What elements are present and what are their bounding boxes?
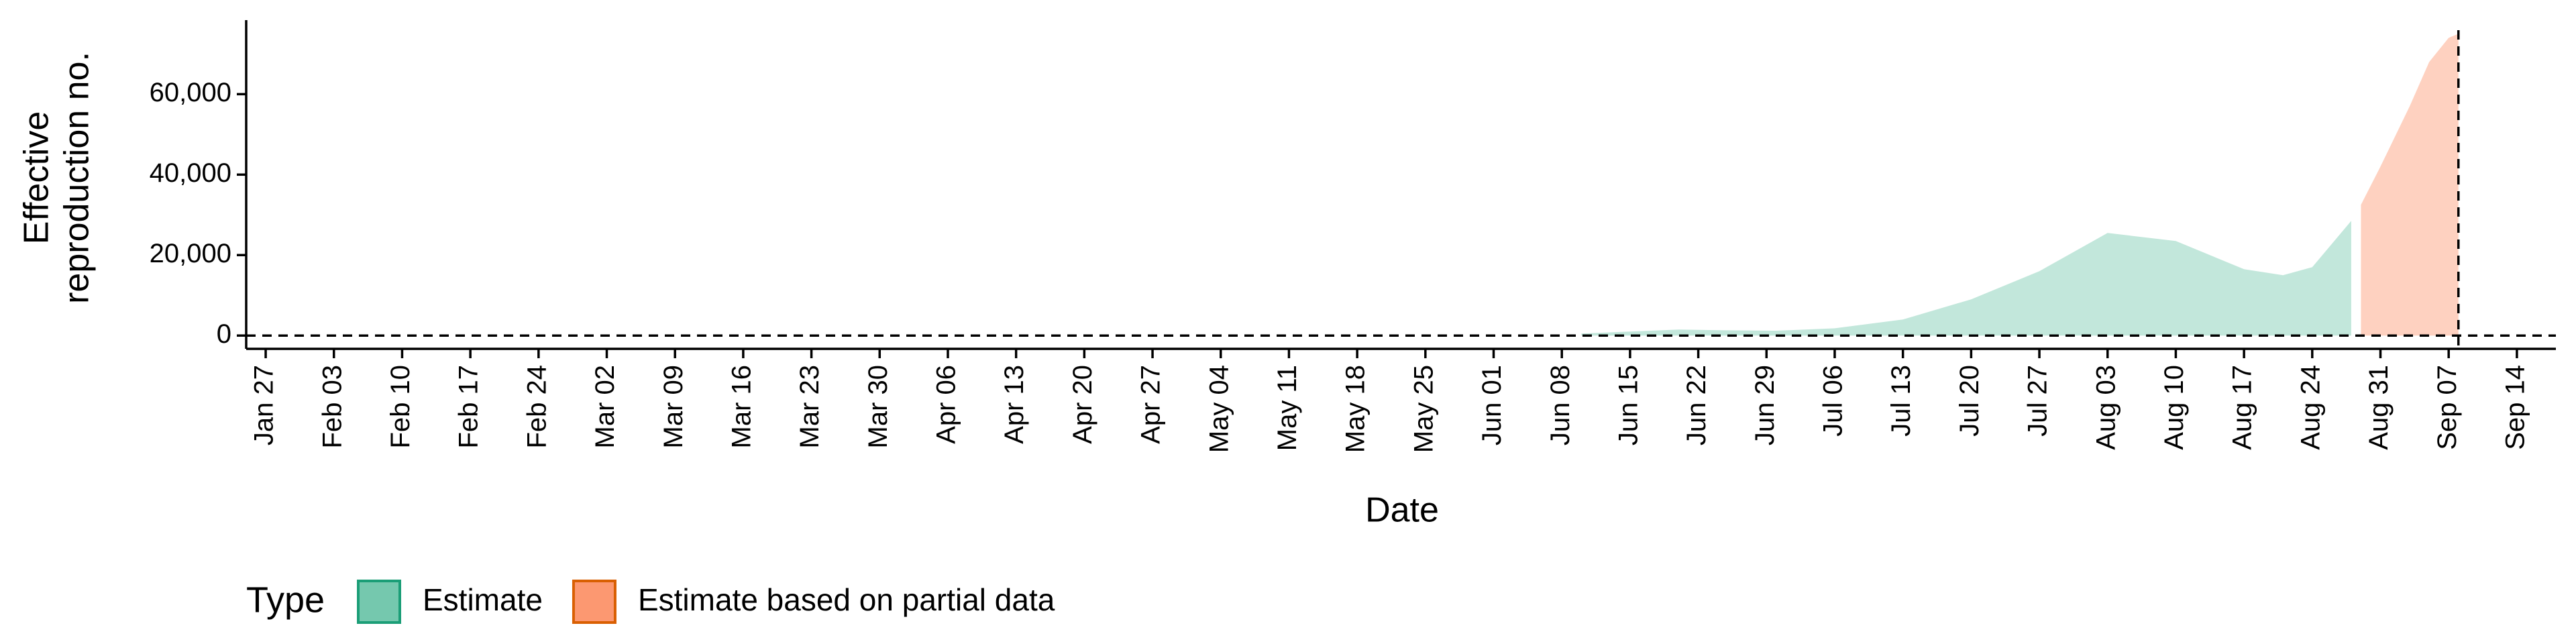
x-tick-label: Aug 17 (2228, 365, 2257, 450)
x-tick-label: Feb 24 (522, 365, 551, 449)
x-tick-label: Jul 06 (1819, 365, 1848, 437)
x-tick-label: Aug 03 (2091, 365, 2121, 450)
area (1581, 221, 2351, 336)
legend-key (572, 580, 616, 624)
legend-title: Type (246, 580, 325, 620)
legend-key (357, 580, 401, 624)
x-tick-label: May 18 (1341, 365, 1371, 453)
y-tick-label: 60,000 (150, 78, 231, 107)
x-tick-label: Mar 09 (659, 365, 688, 449)
area (2361, 34, 2459, 336)
legend-label: Estimate (423, 582, 543, 617)
x-tick-label: Apr 27 (1136, 365, 1166, 444)
legend-label: Estimate based on partial data (638, 582, 1055, 617)
x-tick-label: Feb 17 (454, 365, 484, 449)
y-tick-label: 20,000 (150, 239, 231, 268)
x-tick-label: Jun 22 (1682, 365, 1711, 445)
x-tick-label: Apr 06 (932, 365, 961, 444)
x-axis-title: Date (1365, 491, 1439, 530)
x-tick-label: Sep 07 (2432, 365, 2462, 450)
x-tick-label: Jun 08 (1546, 365, 1575, 445)
x-tick-label: Aug 31 (2364, 365, 2394, 450)
x-tick-label: Apr 20 (1068, 365, 1097, 444)
x-tick-label: Feb 10 (386, 365, 415, 449)
x-tick-label: Sep 14 (2500, 365, 2530, 450)
x-tick-label: Jul 20 (1955, 365, 1984, 437)
x-tick-label: Jun 01 (1477, 365, 1507, 445)
x-tick-label: Mar 16 (727, 365, 756, 449)
x-tick-label: Jun 29 (1750, 365, 1780, 445)
x-tick-label: May 11 (1273, 365, 1302, 451)
y-axis-title: Effective (17, 111, 56, 244)
x-tick-label: Jul 13 (1886, 365, 1916, 437)
x-tick-label: Jun 15 (1613, 365, 1643, 445)
x-tick-label: May 25 (1409, 365, 1438, 453)
x-tick-label: Apr 13 (1000, 365, 1029, 444)
y-tick-label: 40,000 (150, 158, 231, 188)
y-tick-label: 0 (217, 319, 231, 349)
x-tick-label: Feb 03 (317, 365, 347, 449)
y-axis-title: reproduction no. (58, 52, 97, 304)
x-tick-label: Mar 30 (863, 365, 893, 449)
x-tick-label: Mar 23 (795, 365, 824, 449)
x-tick-label: Jan 27 (250, 365, 279, 445)
x-tick-label: Jul 27 (2023, 365, 2053, 437)
x-tick-label: Aug 10 (2159, 365, 2189, 450)
x-tick-label: May 04 (1204, 365, 1234, 453)
x-tick-label: Mar 02 (590, 365, 620, 449)
x-tick-label: Aug 24 (2296, 365, 2325, 450)
